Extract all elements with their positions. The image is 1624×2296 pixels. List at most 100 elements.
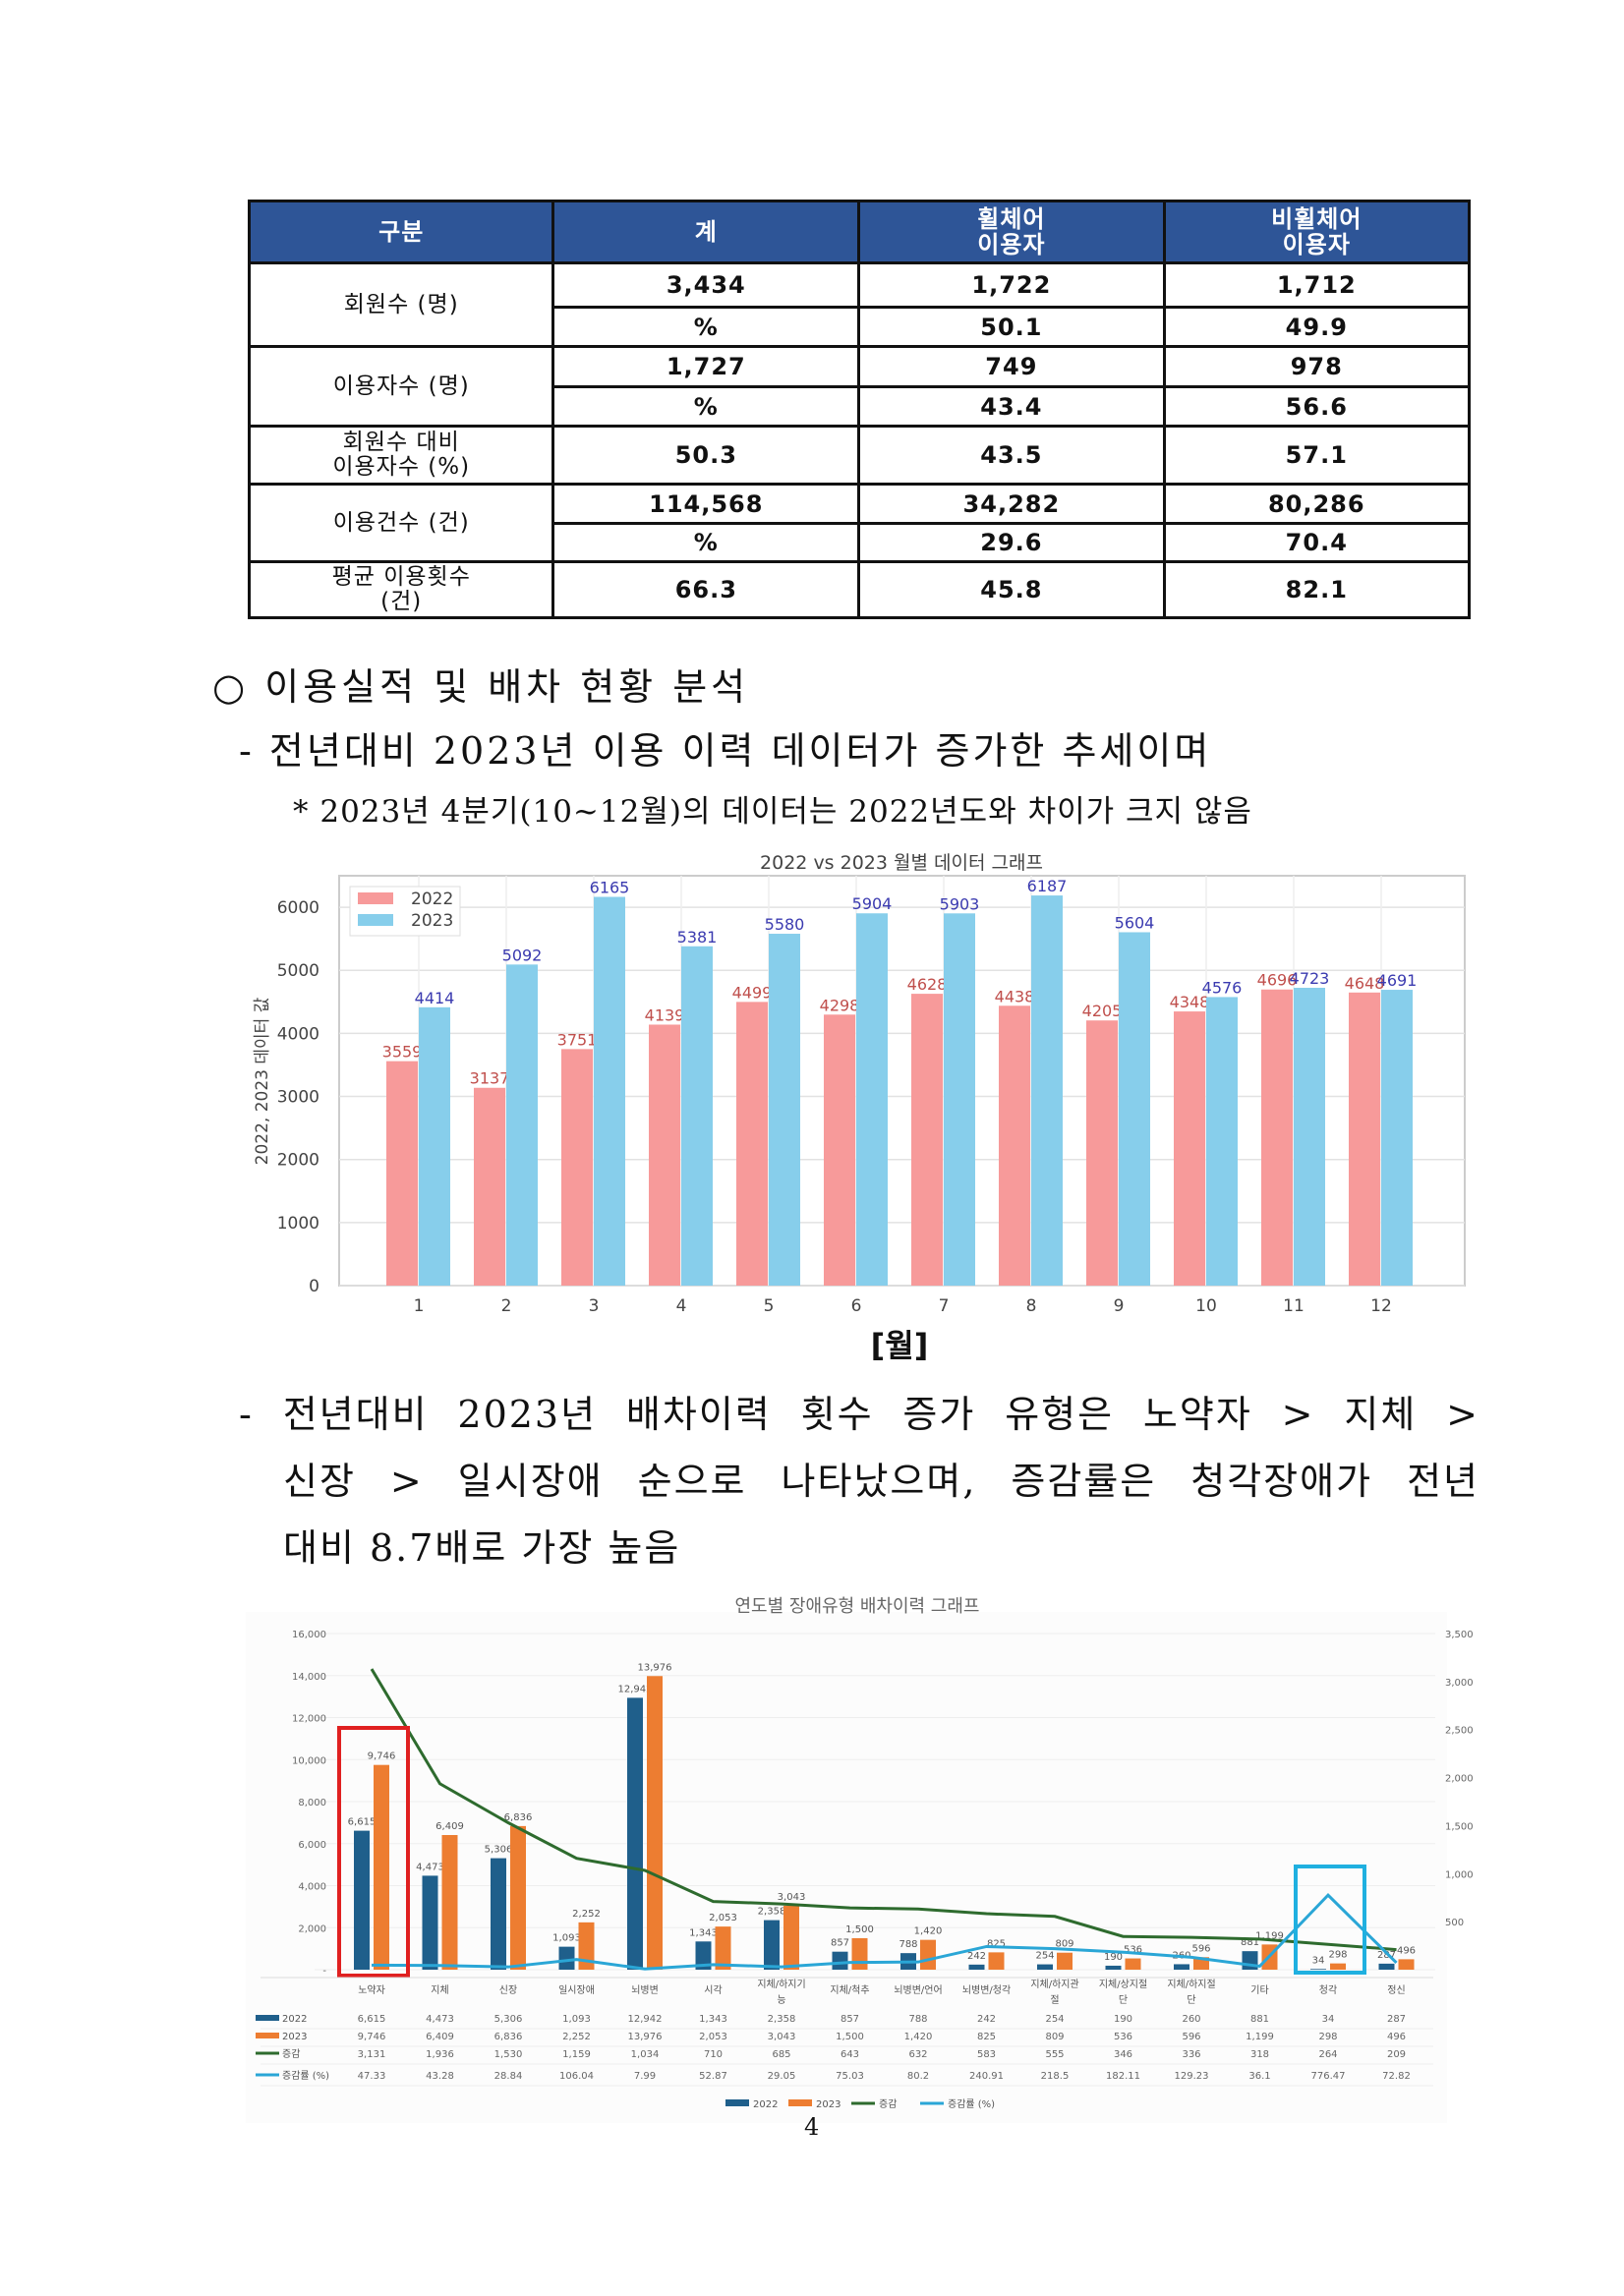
table-header-row: 구분 계 휠체어 이용자 비휠체어 이용자	[247, 200, 1472, 264]
data-label: 825	[987, 1938, 1006, 1949]
bar-2023	[594, 896, 625, 1286]
legend-label: 증감률 (%)	[948, 2098, 995, 2110]
data-label: 5,306	[485, 1845, 513, 1856]
table-cell: 52.87	[699, 2071, 727, 2082]
data-label: 9,746	[368, 1751, 396, 1762]
legend-label: 증감	[879, 2098, 897, 2110]
y-tick-label: 4000	[277, 1024, 319, 1044]
x-tick-label: 7	[939, 1296, 950, 1316]
left-tick-label: 8,000	[298, 1798, 326, 1808]
table-cell: 254	[1045, 2014, 1064, 2025]
bar-2022	[649, 1024, 680, 1286]
data-label: 4298	[820, 996, 860, 1014]
table-cell: 496	[1387, 2032, 1406, 2042]
bar-2023	[769, 934, 800, 1286]
table-cell: 182.11	[1106, 2071, 1140, 2082]
value-cell: %	[551, 385, 861, 428]
category-label: 지체/하지절	[1167, 1978, 1215, 1990]
x-tick-label: 2	[501, 1296, 512, 1316]
bar-2022	[1174, 1964, 1189, 1970]
data-label: 6,836	[504, 1812, 533, 1823]
table-cell: 47.33	[358, 2071, 386, 2082]
category-label-cont: 절	[1050, 1993, 1059, 2006]
bar-2022	[491, 1858, 506, 1970]
table-cell: 3,043	[768, 2032, 796, 2042]
value-cell: 1,727	[551, 345, 861, 388]
header-cell: 계	[551, 200, 861, 264]
data-label: 4723	[1290, 969, 1330, 988]
bullet-usage-trend: - 전년대비 2023년 이용 이력 데이터가 증가한 추세이며	[239, 729, 1212, 773]
bar-2022	[561, 1049, 593, 1286]
table-cell: 43.28	[426, 2071, 454, 2082]
table-cell: 240.91	[969, 2071, 1004, 2082]
x-tick-label: 12	[1370, 1296, 1392, 1316]
y-tick-label: 5000	[277, 961, 319, 981]
data-label: 287	[1377, 1950, 1396, 1961]
table-cell: 336	[1182, 2049, 1200, 2060]
category-label: 지체/상지절	[1099, 1978, 1147, 1990]
value-cell: 34,282	[857, 483, 1166, 525]
table-cell: 536	[1114, 2032, 1132, 2042]
bar-2023	[715, 1926, 731, 1970]
table-cell: 1,420	[904, 2032, 933, 2042]
bar-2022	[1086, 1020, 1118, 1286]
data-label: 4438	[995, 987, 1035, 1005]
table-cell: 1,500	[836, 2032, 864, 2042]
left-tick-label: 2,000	[298, 1923, 326, 1934]
bar-2022	[824, 1014, 855, 1286]
x-tick-label: 5	[764, 1296, 775, 1316]
value-cell: 29.6	[857, 522, 1166, 563]
chart-title: 연도별 장애유형 배차이력 그래프	[734, 1596, 979, 1617]
right-tick-label: 1,000	[1445, 1869, 1474, 1880]
highlight-box	[337, 1726, 410, 1978]
table-cell: 72.82	[1382, 2071, 1411, 2082]
data-label: 5381	[677, 928, 718, 947]
data-label: 809	[1055, 1939, 1073, 1950]
table-cell: 596	[1182, 2032, 1200, 2042]
data-label: 6187	[1027, 877, 1068, 895]
table-cell: 129.23	[1175, 2071, 1209, 2082]
paragraph-line: - 전년대비 2023년 배차이력 횟수 증가 유형은 노약자 > 지체 >	[239, 1393, 1479, 1436]
legend-label: 2023	[816, 2099, 841, 2110]
row-label: 평균 이용횟수 (건)	[247, 560, 555, 619]
series-label: 2023	[282, 2032, 307, 2042]
summary-table: 구분 계 휠체어 이용자 비휠체어 이용자 회원수 (명) 3,434 1,722 1,71…	[247, 200, 1472, 619]
bar-2023	[920, 1939, 936, 1970]
table-row: 회원수 (명) 3,434 1,722 1,712	[247, 261, 1472, 348]
bar-2022	[1242, 1951, 1258, 1970]
value-cell: 43.4	[857, 385, 1166, 428]
value-cell: 57.1	[1162, 425, 1472, 486]
data-label: 4139	[645, 1005, 685, 1024]
data-label: 254	[1035, 1951, 1054, 1962]
data-label: 2,358	[758, 1907, 786, 1918]
data-label: 1,343	[689, 1927, 718, 1938]
value-cell: %	[551, 306, 861, 348]
value-cell: 80,286	[1162, 483, 1472, 525]
category-label: 지체/하지관	[1030, 1978, 1078, 1990]
legend-swatch-2022	[358, 892, 393, 904]
data-label: 3,043	[778, 1892, 806, 1903]
table-cell: 6,836	[494, 2032, 523, 2042]
data-label: 242	[967, 1951, 986, 1962]
y-tick-label: 0	[309, 1277, 319, 1296]
paragraph-line: 신장 > 일시장애 순으로 나타났으며, 증감률은 청각장애가 전년	[283, 1460, 1479, 1503]
line-change	[370, 1668, 1397, 1952]
data-label: 2,053	[709, 1913, 737, 1923]
data-label: 190	[1104, 1952, 1123, 1963]
bar-2023	[1330, 1963, 1346, 1970]
table-cell: 318	[1250, 2049, 1269, 2060]
right-tick-label: 500	[1445, 1918, 1464, 1928]
table-cell: 2,053	[699, 2032, 727, 2042]
table-cell: 346	[1114, 2049, 1132, 2060]
bar-2023	[1119, 932, 1150, 1286]
right-tick-label: 1,500	[1445, 1821, 1474, 1832]
bar-2023	[1057, 1952, 1073, 1970]
note-q4: * 2023년 4분기(10~12월)의 데이터는 2022년도와 차이가 크지…	[293, 794, 1252, 830]
data-label: 5092	[502, 946, 543, 964]
bar-2023	[1261, 1944, 1278, 1970]
table-cell: 583	[977, 2049, 996, 2060]
legend-label: 2022	[753, 2099, 778, 2110]
table-cell: 1,199	[1246, 2032, 1274, 2042]
table-cell: 809	[1045, 2032, 1064, 2042]
left-tick-label: 12,000	[292, 1714, 326, 1725]
